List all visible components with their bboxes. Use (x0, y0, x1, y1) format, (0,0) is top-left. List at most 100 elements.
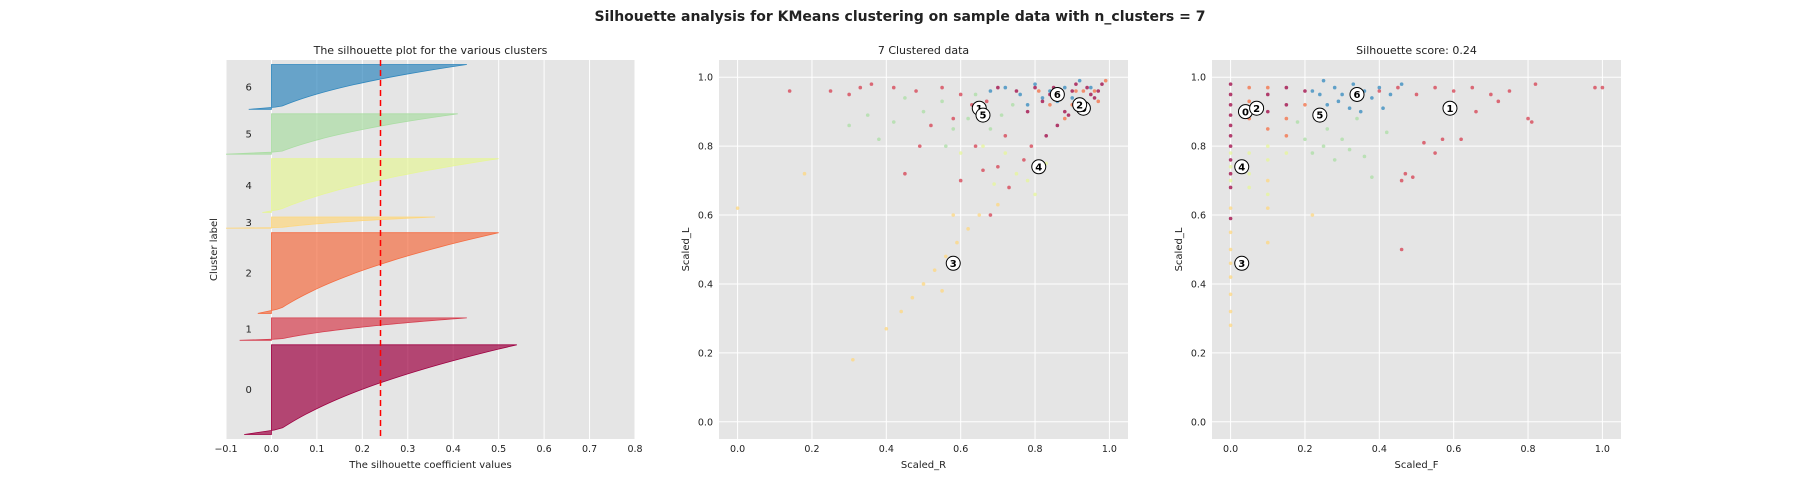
scatter-point-cluster-3 (932, 268, 937, 272)
scatter-x-tick-label: 0.6 (1446, 444, 1461, 455)
scatter-point-cluster-2 (1103, 78, 1108, 83)
scatter-point-cluster-0 (1284, 85, 1289, 90)
scatter-point-cluster-4 (1025, 178, 1030, 183)
scatter-x-tick-label: 0.8 (1027, 444, 1042, 455)
silhouette-plot-title: The silhouette plot for the various clus… (313, 44, 548, 57)
scatter-point-cluster-5 (865, 113, 870, 117)
scatter-point-cluster-1 (958, 178, 963, 183)
scatter-point-cluster-3 (966, 227, 970, 231)
clustered-scatter-x-tick-labels: 0.0 0.2 0.4 0.6 0.8 1.0 (730, 444, 1117, 455)
scatter-point-cluster-3 (1228, 206, 1233, 210)
scatter-x-tick-label: 0.8 (1520, 444, 1535, 455)
silhouette-area-cluster-5 (225, 113, 458, 155)
scatter-point-cluster-0 (1070, 89, 1075, 93)
scatter-point-cluster-1 (1533, 82, 1538, 86)
silhouette-x-tick-label: 0.8 (627, 444, 642, 455)
silhouette-y-axis-label: Cluster label (209, 218, 220, 281)
scatter-point-cluster-4 (958, 151, 963, 155)
scatter-point-cluster-6 (1018, 92, 1022, 97)
scatter-point-cluster-0 (1265, 109, 1270, 114)
cluster-center-marker (975, 107, 991, 123)
score-scatter-points (1228, 78, 1605, 328)
cluster-center-label: 5 (980, 111, 987, 122)
scatter-y-tick-label: 0.6 (1191, 211, 1206, 222)
scatter-point-cluster-5 (944, 144, 948, 148)
scatter-point-cluster-5 (973, 92, 978, 97)
scatter-x-tick-label: 0.6 (953, 444, 968, 455)
scatter-point-cluster-1 (1459, 137, 1463, 142)
scatter-point-cluster-1 (1414, 92, 1419, 97)
scatter-point-cluster-5 (1370, 175, 1374, 179)
scatter-point-cluster-3 (1228, 309, 1233, 314)
scatter-point-cluster-1 (1600, 85, 1605, 90)
scatter-point-cluster-3 (1228, 323, 1233, 328)
silhouette-x-tick-label: 0.0 (264, 444, 279, 455)
clustered-scatter-title: 7 Clustered data (878, 44, 969, 57)
scatter-point-cluster-6 (1325, 102, 1330, 107)
silhouette-area-cluster-2 (257, 232, 499, 314)
scatter-point-cluster-0 (1228, 92, 1233, 97)
scatter-point-cluster-4 (1014, 171, 1019, 176)
scatter-point-cluster-0 (1092, 96, 1097, 100)
scatter-point-cluster-4 (1265, 144, 1270, 148)
cluster-center-marker (945, 255, 961, 271)
cluster-center-label: 2 (1076, 100, 1083, 111)
scatter-point-cluster-2 (1081, 89, 1086, 93)
clustered-scatter-y-tick-labels: 0.0 0.2 0.4 0.6 0.8 1.0 (698, 73, 713, 429)
clustered-scatter-area (719, 60, 1128, 439)
scatter-point-cluster-1 (940, 85, 944, 90)
scatter-point-cluster-2 (1303, 102, 1307, 107)
scatter-point-cluster-5 (1340, 137, 1344, 142)
scatter-point-cluster-3 (940, 289, 944, 293)
scatter-point-cluster-1 (929, 123, 933, 128)
cluster-center-label: 1 (1446, 104, 1453, 115)
scatter-point-cluster-0 (1228, 185, 1233, 190)
scatter-point-cluster-2 (1096, 99, 1101, 104)
score-scatter-centers: 0 1 2 3 4 5 6 (1234, 86, 1458, 271)
cluster-center-4: 4 (1031, 159, 1047, 175)
cluster-center-marker (1234, 159, 1250, 175)
scatter-y-tick-label: 1.0 (1191, 73, 1206, 84)
scatter-point-cluster-1 (1507, 89, 1512, 93)
cluster-center-0: 0 (1237, 104, 1253, 120)
scatter-point-cluster-2 (1036, 89, 1041, 93)
scatter-point-cluster-5 (940, 99, 944, 104)
silhouette-x-tick-label: 0.2 (355, 444, 370, 455)
scatter-point-cluster-6 (1003, 85, 1008, 90)
silhouette-cluster-label: 1 (246, 325, 252, 336)
scatter-point-cluster-6 (1351, 82, 1356, 86)
cluster-center-6: 6 (1049, 86, 1065, 102)
cluster-center-2: 2 (1072, 97, 1088, 113)
scatter-point-cluster-0 (1228, 123, 1233, 128)
cluster-center-5: 5 (1312, 107, 1328, 123)
scatter-point-cluster-3 (1228, 230, 1233, 235)
scatter-point-cluster-3 (884, 326, 889, 331)
scatter-point-cluster-1 (1489, 92, 1493, 97)
cluster-center-2: 2 (1249, 100, 1265, 116)
scatter-point-cluster-1 (787, 89, 792, 93)
scatter-point-cluster-5 (1310, 151, 1315, 155)
scatter-point-cluster-4 (981, 144, 985, 148)
scatter-point-cluster-6 (1370, 96, 1374, 100)
scatter-x-tick-label: 1.0 (1102, 444, 1117, 455)
scatter-point-cluster-5 (1295, 120, 1300, 124)
cluster-center-label: 6 (1354, 90, 1361, 101)
scatter-point-cluster-3 (951, 213, 956, 217)
scatter-point-cluster-6 (1040, 96, 1045, 100)
scatter-point-cluster-2 (1092, 89, 1097, 93)
scatter-point-cluster-1 (858, 85, 863, 90)
scatter-point-cluster-0 (1284, 102, 1289, 107)
scatter-point-cluster-5 (1325, 127, 1330, 131)
scatter-point-cluster-1 (1470, 85, 1475, 90)
scatter-x-tick-label: 0.4 (1372, 444, 1387, 455)
scatter-point-cluster-5 (1384, 130, 1389, 135)
scatter-point-cluster-0 (1228, 82, 1233, 86)
scatter-point-cluster-4 (992, 182, 996, 186)
clustered-scatter-y-axis-label: Scaled_L (681, 227, 692, 271)
scatter-point-cluster-0 (1228, 134, 1233, 138)
scatter-point-cluster-1 (1593, 85, 1597, 90)
cluster-center-marker (1442, 100, 1458, 116)
scatter-point-cluster-4 (1247, 151, 1251, 155)
scatter-point-cluster-0 (1025, 109, 1030, 114)
